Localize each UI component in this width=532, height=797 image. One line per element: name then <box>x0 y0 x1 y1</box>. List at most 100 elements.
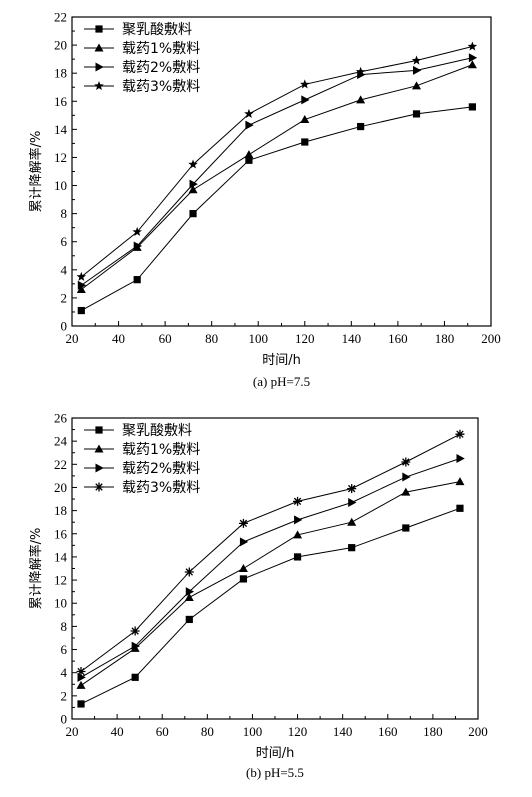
x-axis: 20 40 60 80 100 120 140 160 180 200 <box>66 321 501 346</box>
data-point <box>348 498 357 508</box>
data-point <box>402 472 411 482</box>
legend-label: 载药1%敷料 <box>122 41 200 57</box>
x-tick-label: 200 <box>481 331 501 346</box>
legend-item: 聚乳酸敷料 <box>84 22 192 38</box>
data-point <box>77 280 87 290</box>
x-tick-label: 40 <box>111 724 124 739</box>
series-line <box>81 64 473 290</box>
y-tick-label: 0 <box>61 712 68 727</box>
data-point <box>412 110 421 118</box>
data-point <box>94 43 104 52</box>
data-point <box>293 553 302 561</box>
data-point <box>467 41 478 51</box>
chart-panel-b: 20 40 60 80 100 120 140 160 180 20002468101214161… <box>28 411 488 781</box>
x-tick-label: 180 <box>423 724 443 739</box>
y-tick-label: 6 <box>61 642 68 657</box>
legend-label: 载药3%敷料 <box>122 480 200 496</box>
series-4 <box>76 429 465 677</box>
x-tick-label: 40 <box>112 331 125 346</box>
series-2 <box>76 60 477 293</box>
series-1 <box>77 504 464 708</box>
legend-item: 载药3%敷料 <box>84 480 200 496</box>
x-tick-label: 80 <box>201 724 214 739</box>
series-line <box>81 57 473 286</box>
data-point <box>348 544 356 552</box>
data-point <box>402 524 410 532</box>
legend-label: 载药1%敷料 <box>122 442 200 458</box>
data-point <box>184 592 194 601</box>
data-point <box>77 672 86 682</box>
data-point <box>347 484 357 494</box>
y-tick-label: 2 <box>61 688 68 703</box>
y-tick-label: 14 <box>54 549 68 564</box>
data-point <box>468 53 478 63</box>
legend-item: 载药1%敷料 <box>84 41 200 57</box>
x-axis-label: 时间/h <box>256 746 295 761</box>
data-point <box>133 241 142 251</box>
data-point <box>131 673 139 681</box>
data-point <box>401 457 411 467</box>
y-tick-label: 2 <box>61 290 68 305</box>
x-tick-label: 20 <box>66 331 79 346</box>
y-tick-label: 16 <box>54 94 68 109</box>
y-tick-label: 6 <box>61 234 68 249</box>
data-point <box>133 276 141 284</box>
data-point <box>411 55 422 65</box>
data-point <box>355 66 366 76</box>
y-tick-label: 4 <box>61 262 68 277</box>
x-tick-label: 80 <box>205 331 218 346</box>
data-point <box>244 150 254 159</box>
data-point <box>132 226 142 236</box>
y-tick-label: 18 <box>54 66 67 81</box>
series-2 <box>76 477 465 689</box>
x-tick-label: 120 <box>295 331 315 346</box>
series-4 <box>76 41 478 281</box>
legend-label: 聚乳酸敷料 <box>122 22 192 38</box>
x-tick-label: 200 <box>468 724 488 739</box>
data-point <box>468 103 476 111</box>
data-point <box>184 567 194 577</box>
y-axis-label: 累计降解率/% <box>28 131 44 213</box>
data-point <box>95 25 103 33</box>
x-tick-label: 20 <box>66 724 79 739</box>
data-point <box>244 108 254 118</box>
data-point <box>94 444 104 453</box>
data-point <box>238 564 248 572</box>
data-point <box>185 587 195 597</box>
data-point <box>94 81 104 91</box>
legend-label: 载药2%敷料 <box>122 60 200 76</box>
x-tick-label: 120 <box>288 724 308 739</box>
data-point <box>238 518 248 528</box>
series-line <box>81 106 473 311</box>
series-1 <box>77 103 476 315</box>
data-point <box>76 284 86 293</box>
figure-caption: (b) pH=5.5 <box>246 765 304 780</box>
x-tick-label: 160 <box>388 331 408 346</box>
x-tick-label: 180 <box>435 331 455 346</box>
data-point <box>413 65 422 75</box>
data-point <box>357 122 365 131</box>
data-point <box>455 429 465 439</box>
data-point <box>239 537 249 547</box>
x-tick-label: 60 <box>156 724 169 739</box>
data-point <box>347 517 357 526</box>
data-point <box>189 210 197 218</box>
data-point <box>455 477 465 486</box>
legend-item: 载药1%敷料 <box>84 442 200 458</box>
data-point <box>77 306 85 315</box>
x-axis-label: 时间/h <box>262 353 301 368</box>
data-point <box>412 81 422 90</box>
data-point <box>239 575 248 583</box>
series-line <box>80 507 461 705</box>
data-point <box>189 179 198 189</box>
data-point <box>301 95 310 105</box>
legend-label: 聚乳酸敷料 <box>122 423 192 439</box>
y-tick-label: 12 <box>54 150 67 165</box>
x-tick-label: 60 <box>159 331 172 346</box>
data-point <box>76 271 87 281</box>
y-tick-label: 10 <box>54 178 67 193</box>
x-tick-label: 100 <box>248 331 268 346</box>
x-tick-label: 140 <box>342 331 362 346</box>
